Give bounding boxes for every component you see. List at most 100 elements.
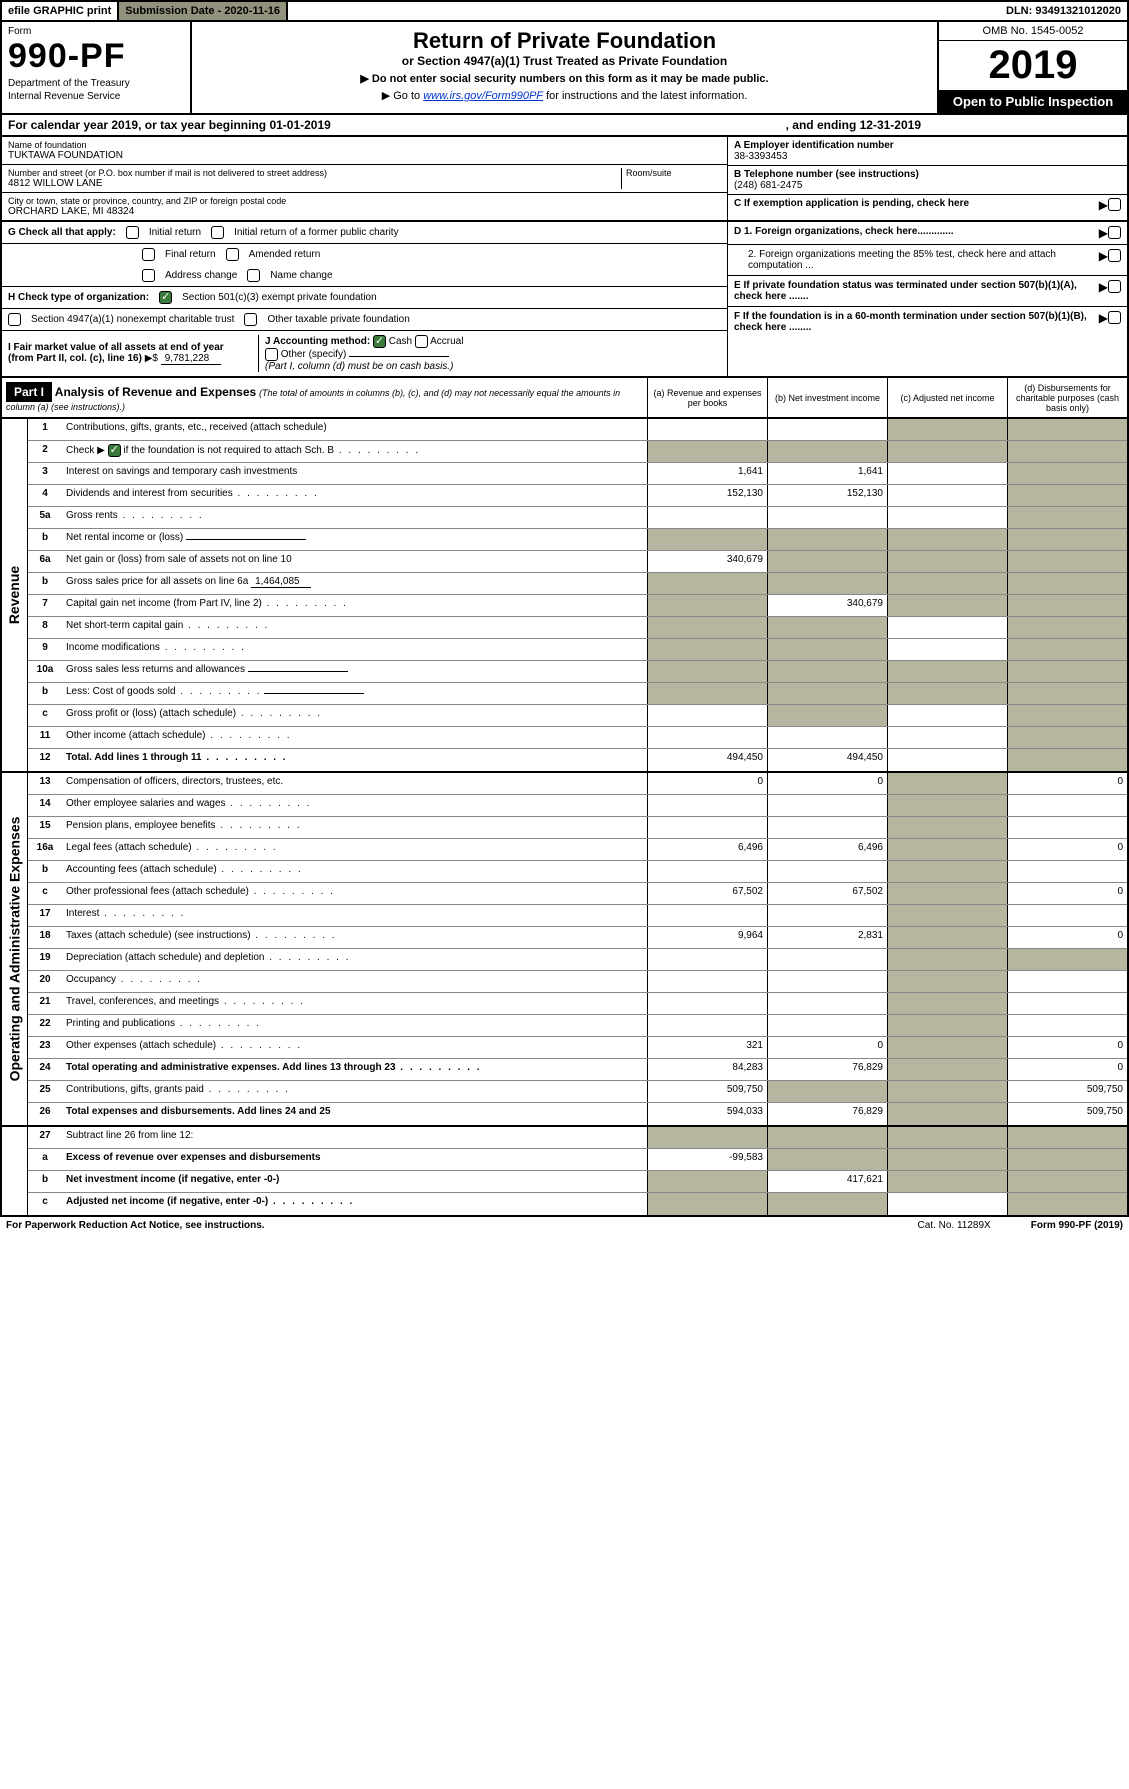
- col-c: [887, 817, 1007, 838]
- d1-checkbox[interactable]: [1108, 226, 1121, 239]
- line-desc: Gross sales less returns and allowances: [62, 661, 647, 682]
- j-note: (Part I, column (d) must be on cash basi…: [265, 361, 453, 372]
- col-c: [887, 639, 1007, 660]
- col-a: [647, 905, 767, 926]
- blank-side: [2, 1127, 28, 1215]
- e-checkbox[interactable]: [1108, 280, 1121, 293]
- sch-b-check[interactable]: [108, 444, 121, 457]
- amended-return-check[interactable]: [226, 248, 239, 261]
- form-word: Form: [8, 26, 184, 37]
- table-row: cOther professional fees (attach schedul…: [28, 883, 1127, 905]
- col-a: 152,130: [647, 485, 767, 506]
- col-c: [887, 1103, 1007, 1125]
- col-a: 509,750: [647, 1081, 767, 1102]
- line-desc: Contributions, gifts, grants, etc., rece…: [62, 419, 647, 440]
- line-num: 19: [28, 949, 62, 970]
- line-num: b: [28, 683, 62, 704]
- desc-text: Net short-term capital gain: [66, 620, 183, 631]
- arrow-icon: ▶: [1099, 226, 1108, 240]
- col-c: [887, 839, 1007, 860]
- table-row: 2Check ▶ if the foundation is not requir…: [28, 441, 1127, 463]
- line-num: b: [28, 573, 62, 594]
- d2-checkbox[interactable]: [1108, 249, 1121, 262]
- 4947-check[interactable]: [8, 313, 21, 326]
- col-b: [767, 617, 887, 638]
- line-num: 15: [28, 817, 62, 838]
- j-accrual: Accrual: [430, 336, 463, 347]
- g-opt-6: Name change: [270, 270, 332, 281]
- accrual-check[interactable]: [415, 335, 428, 348]
- f-checkbox[interactable]: [1108, 311, 1121, 324]
- address-change-check[interactable]: [142, 269, 155, 282]
- line-desc: Total. Add lines 1 through 11: [62, 749, 647, 771]
- other-method-check[interactable]: [265, 348, 278, 361]
- cogs-input[interactable]: [264, 693, 364, 694]
- other-taxable-check[interactable]: [244, 313, 257, 326]
- initial-return-check[interactable]: [126, 226, 139, 239]
- e-cell: E If private foundation status was termi…: [728, 276, 1127, 307]
- cash-check[interactable]: [373, 335, 386, 348]
- table-row: bLess: Cost of goods sold: [28, 683, 1127, 705]
- col-c: [887, 661, 1007, 682]
- line-num: 8: [28, 617, 62, 638]
- col-c: [887, 1193, 1007, 1215]
- analysis-head: Part I Analysis of Revenue and Expenses …: [2, 378, 647, 417]
- arrow-icon: ▶: [1099, 249, 1108, 271]
- line-desc: Subtract line 26 from line 12:: [62, 1127, 647, 1148]
- revenue-rows: 1Contributions, gifts, grants, etc., rec…: [28, 419, 1127, 771]
- line-num: 18: [28, 927, 62, 948]
- col-b: [767, 1127, 887, 1148]
- col-d: 0: [1007, 927, 1127, 948]
- col-c: [887, 861, 1007, 882]
- desc-text: Travel, conferences, and meetings: [66, 996, 219, 1007]
- desc-text: Other employee salaries and wages: [66, 798, 226, 809]
- check-pre: Check ▶: [66, 445, 105, 456]
- initial-former-check[interactable]: [211, 226, 224, 239]
- desc-text: Other income (attach schedule): [66, 730, 206, 741]
- col-a: [647, 419, 767, 440]
- col-d-head: (d) Disbursements for charitable purpose…: [1007, 378, 1127, 417]
- cal-year-begin: For calendar year 2019, or tax year begi…: [8, 118, 331, 132]
- rental-input[interactable]: [186, 539, 306, 540]
- table-row: 12Total. Add lines 1 through 11494,45049…: [28, 749, 1127, 771]
- col-c: [887, 551, 1007, 572]
- desc-text: Capital gain net income (from Part IV, l…: [66, 598, 262, 609]
- col-b: 152,130: [767, 485, 887, 506]
- table-row: cAdjusted net income (if negative, enter…: [28, 1193, 1127, 1215]
- col-a: 1,641: [647, 463, 767, 484]
- col-a: 6,496: [647, 839, 767, 860]
- col-b: [767, 573, 887, 594]
- final-return-check[interactable]: [142, 248, 155, 261]
- c-checkbox[interactable]: [1108, 198, 1121, 211]
- id-right: A Employer identification number 38-3393…: [727, 137, 1127, 220]
- name-change-check[interactable]: [247, 269, 260, 282]
- col-c: [887, 795, 1007, 816]
- line-num: 12: [28, 749, 62, 771]
- expenses-table: Operating and Administrative Expenses 13…: [0, 773, 1129, 1127]
- table-row: 19Depreciation (attach schedule) and dep…: [28, 949, 1127, 971]
- expenses-text: Operating and Administrative Expenses: [7, 817, 23, 1082]
- line-desc: Other income (attach schedule): [62, 727, 647, 748]
- col-c: [887, 1059, 1007, 1080]
- cat-number: Cat. No. 11289X: [918, 1220, 991, 1231]
- header-left: Form 990-PF Department of the Treasury I…: [2, 22, 192, 113]
- line-desc: Interest: [62, 905, 647, 926]
- col-a: [647, 993, 767, 1014]
- irs-link[interactable]: www.irs.gov/Form990PF: [423, 90, 543, 102]
- gross-sales-input[interactable]: [248, 671, 348, 672]
- col-d: [1007, 507, 1127, 528]
- pra-notice: For Paperwork Reduction Act Notice, see …: [6, 1220, 265, 1231]
- col-a: 67,502: [647, 883, 767, 904]
- arrow-icon: ▶: [1099, 311, 1108, 333]
- other-specify-input[interactable]: [349, 356, 449, 357]
- col-b: [767, 507, 887, 528]
- form-number: 990-PF: [8, 37, 184, 76]
- col-d: 0: [1007, 1037, 1127, 1058]
- 501c3-check[interactable]: [159, 291, 172, 304]
- j-other: Other (specify): [281, 349, 347, 360]
- col-b: 67,502: [767, 883, 887, 904]
- desc-text: Accounting fees (attach schedule): [66, 864, 217, 875]
- col-b: [767, 661, 887, 682]
- options-block: G Check all that apply: Initial return I…: [0, 222, 1129, 378]
- col-b: [767, 1015, 887, 1036]
